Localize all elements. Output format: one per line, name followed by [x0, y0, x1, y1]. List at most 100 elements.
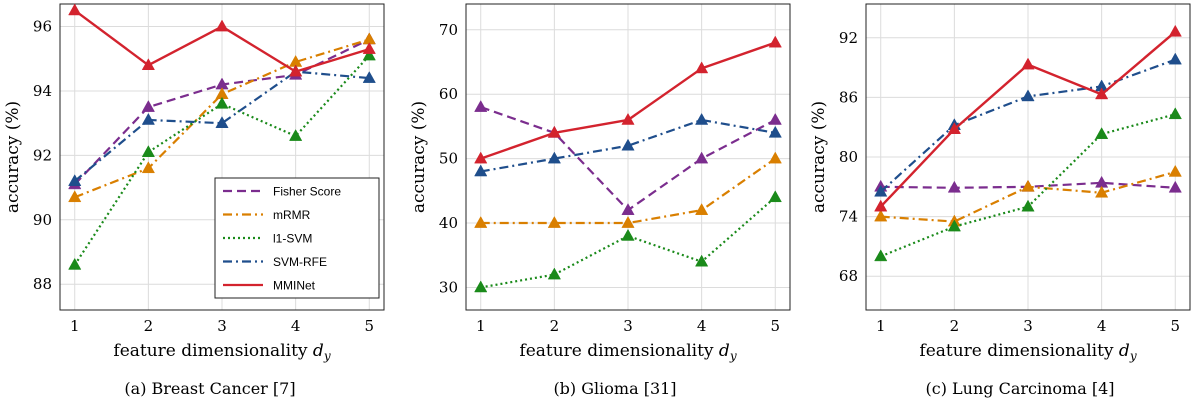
- x-axis-label-text: feature dimensionality: [113, 341, 307, 361]
- y-tick-label: 92: [839, 29, 858, 47]
- data-point-marker: [289, 129, 303, 141]
- y-tick-label: 80: [839, 148, 858, 166]
- y-tick-label: 96: [33, 18, 52, 36]
- data-point-marker: [547, 267, 561, 280]
- x-axis-label: feature dimensionality dy: [519, 341, 736, 363]
- y-tick-label: 30: [439, 278, 458, 296]
- x-tick-label: 5: [364, 317, 374, 335]
- x-tick-label: 4: [291, 317, 301, 335]
- data-point-marker: [874, 209, 888, 222]
- data-point-marker: [695, 254, 709, 267]
- series-mrmr: [474, 151, 782, 228]
- data-point-marker: [362, 48, 376, 61]
- legend: Fisher Score mRMR l1-SVM SVM-RFE MMINet: [214, 177, 380, 299]
- data-point-marker: [68, 3, 82, 16]
- legend-label: mRMR: [273, 208, 311, 222]
- data-point-marker: [768, 112, 782, 125]
- plot-frame: [59, 3, 385, 311]
- data-point-marker: [695, 151, 709, 164]
- y-tick-label: 74: [839, 208, 858, 226]
- data-point-marker: [695, 61, 709, 74]
- data-point-marker: [141, 100, 155, 112]
- data-point-marker: [474, 164, 488, 177]
- series-line: [74, 38, 370, 199]
- series-mminet: [474, 35, 782, 164]
- data-point-marker: [215, 96, 229, 109]
- data-point-marker: [695, 112, 709, 125]
- data-point-marker: [474, 216, 488, 228]
- data-point-marker: [1021, 199, 1035, 212]
- y-tick-label: 60: [439, 85, 458, 103]
- legend-box: [214, 177, 380, 299]
- x-axis-label-sub: y: [729, 349, 737, 363]
- data-point-marker: [621, 138, 635, 151]
- panel-caption: (a) Breast Cancer [7]: [124, 379, 295, 398]
- x-axis-label-var: d: [313, 341, 324, 361]
- data-point-marker: [141, 112, 155, 125]
- series-line: [480, 118, 776, 173]
- data-point-marker: [695, 203, 709, 215]
- x-tick-label: 5: [770, 317, 780, 335]
- data-point-marker: [289, 64, 303, 77]
- data-point-marker: [1168, 164, 1182, 177]
- data-point-marker: [68, 190, 82, 203]
- y-tick-label: 88: [33, 275, 52, 293]
- data-point-marker: [362, 42, 376, 54]
- data-point-marker: [1168, 52, 1182, 65]
- data-point-marker: [1095, 175, 1109, 188]
- x-tick-label: 2: [950, 317, 960, 335]
- x-tick-label: 4: [697, 317, 707, 335]
- data-point-marker: [1021, 57, 1035, 70]
- data-point-marker: [768, 35, 782, 48]
- data-point-marker: [68, 174, 82, 186]
- data-point-marker: [1021, 179, 1035, 192]
- y-tick-label: 50: [439, 150, 458, 168]
- x-tick-label: 1: [476, 317, 486, 335]
- data-point-marker: [1168, 107, 1182, 120]
- chart-panel-1: 1 2 3 4 5 88 90 92 94 96 accuracy (%) feature dimen…: [3, 3, 385, 398]
- x-axis-label-text: feature dimensionality: [919, 341, 1113, 361]
- x-axis-label-sub: y: [323, 349, 331, 363]
- data-point-marker: [215, 116, 229, 128]
- x-tick-label: 4: [1097, 317, 1107, 335]
- chart-panel-3: 1 2 3 4 5 68 74 80 86 92 accuracy (%) feature dimen…: [809, 3, 1191, 398]
- y-axis-label: accuracy (%): [3, 101, 23, 213]
- data-point-marker: [1095, 185, 1109, 198]
- data-point-marker: [362, 71, 376, 83]
- y-tick-label: 92: [33, 146, 52, 164]
- y-tick-label: 68: [839, 267, 858, 285]
- data-point-marker: [768, 125, 782, 138]
- data-point-marker: [621, 216, 635, 228]
- x-axis-label: feature dimensionality dy: [919, 341, 1136, 363]
- y-axis-label: accuracy (%): [409, 101, 429, 213]
- data-point-marker: [547, 216, 561, 228]
- series-mminet: [874, 24, 1182, 212]
- data-point-marker: [547, 151, 561, 164]
- data-point-marker: [141, 145, 155, 157]
- series-svm-rfe: [474, 112, 782, 177]
- x-axis-label-var: d: [1119, 341, 1130, 361]
- series-l1-svm: [874, 107, 1182, 262]
- data-point-marker: [141, 58, 155, 70]
- x-axis-label-var: d: [719, 341, 730, 361]
- data-point-marker: [874, 249, 888, 262]
- data-point-marker: [1168, 24, 1182, 37]
- data-point-marker: [621, 203, 635, 215]
- legend-label: SVM-RFE: [273, 255, 327, 269]
- series-l1-svm: [474, 190, 782, 293]
- data-point-marker: [621, 112, 635, 125]
- data-point-marker: [768, 190, 782, 203]
- x-tick-label: 2: [550, 317, 560, 335]
- y-tick-label: 90: [33, 211, 52, 229]
- data-point-marker: [947, 122, 961, 134]
- data-point-marker: [768, 151, 782, 164]
- y-tick-label: 86: [839, 88, 858, 106]
- series-mminet: [68, 3, 376, 77]
- legend-label: Fisher Score: [273, 185, 341, 199]
- data-point-marker: [1021, 89, 1035, 102]
- data-point-marker: [947, 180, 961, 193]
- chart-panel-2: 1 2 3 4 5 30 40 50 60 70 accuracy (%) feature dimen…: [409, 3, 791, 398]
- data-point-marker: [68, 257, 82, 270]
